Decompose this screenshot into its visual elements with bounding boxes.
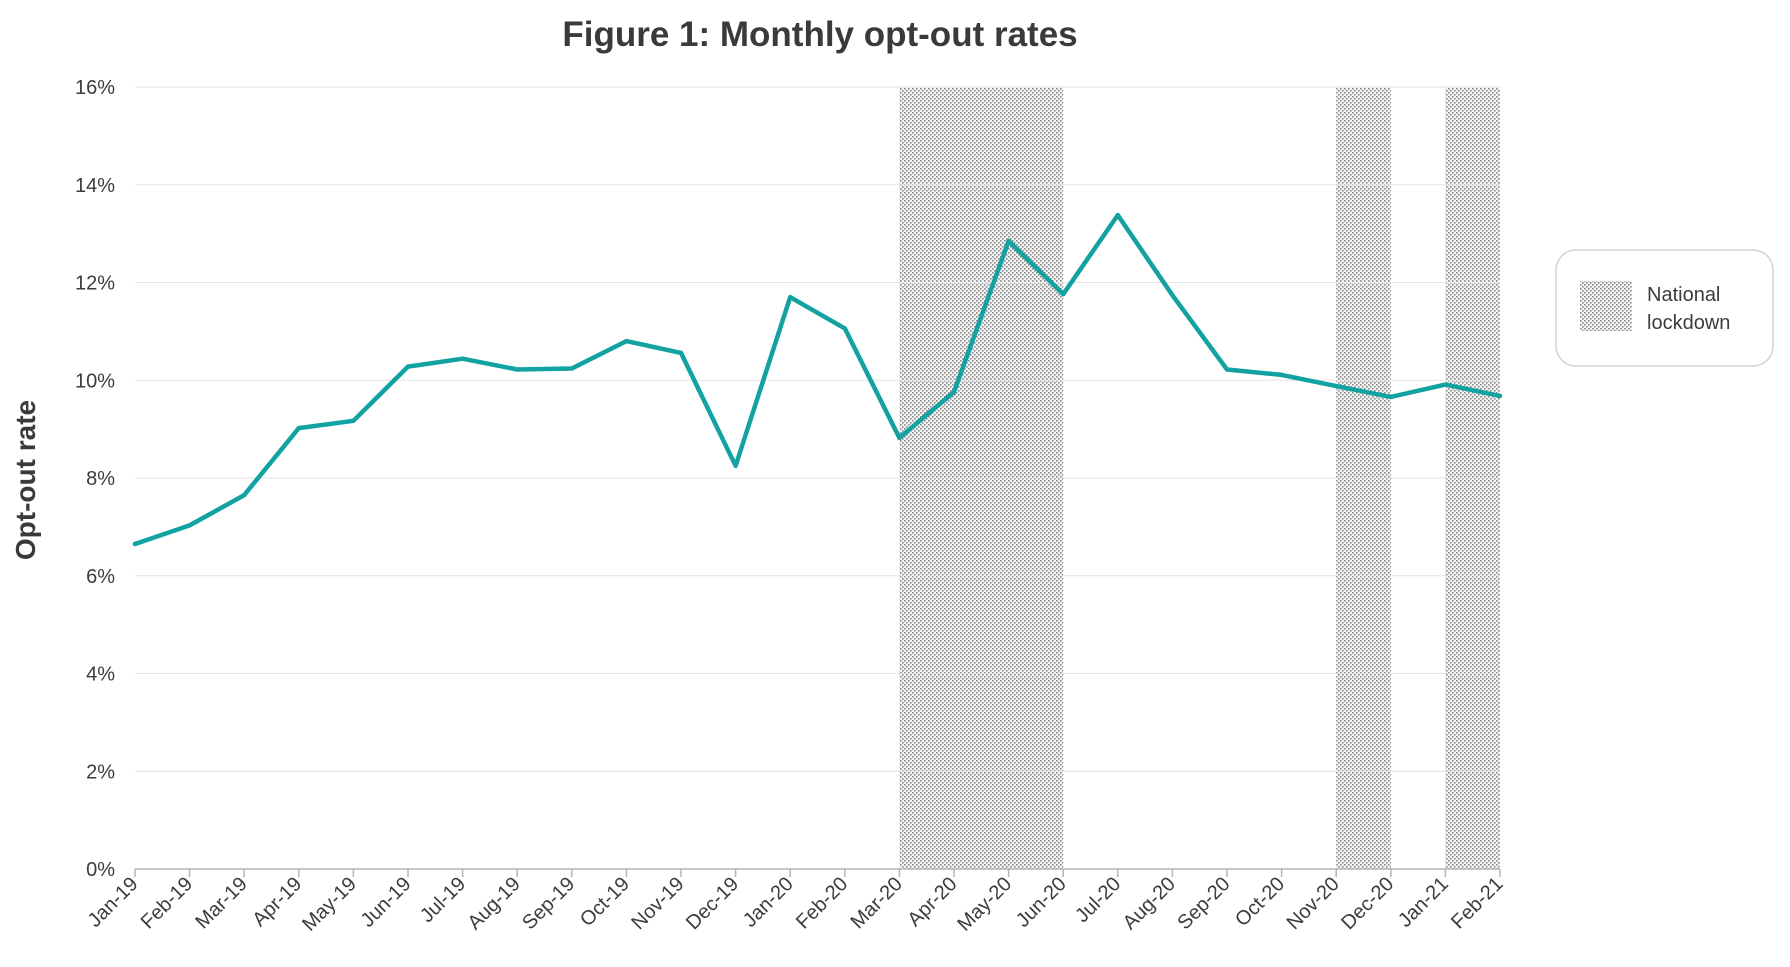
y-tick-label: 12% xyxy=(75,273,115,295)
x-tick-label: Nov-20 xyxy=(1283,873,1344,934)
x-tick-label: May-19 xyxy=(298,873,361,936)
data-point xyxy=(1061,292,1066,297)
data-point xyxy=(1115,212,1121,218)
x-tick-label: Sep-20 xyxy=(1173,873,1234,934)
x-tick-label: May-20 xyxy=(953,873,1016,936)
data-point xyxy=(1497,393,1503,399)
series-line-0 xyxy=(132,212,1503,547)
data-point xyxy=(842,326,847,331)
data-point xyxy=(678,350,684,356)
x-tick-label: Dec-19 xyxy=(682,873,743,934)
x-tick-label: Feb-20 xyxy=(792,873,852,933)
series xyxy=(132,212,1503,547)
data-point xyxy=(951,389,957,395)
chart-title: Figure 1: Monthly opt-out rates xyxy=(562,15,1077,54)
legend-box xyxy=(1555,249,1774,367)
x-tick-label: Apr-19 xyxy=(248,873,306,931)
data-point xyxy=(242,492,247,498)
x-tick-label: Sep-19 xyxy=(518,873,579,934)
x-tick-label: Jan-19 xyxy=(84,873,143,932)
x-tick-label: Jan-20 xyxy=(739,873,798,932)
x-tick-label: Aug-19 xyxy=(464,873,525,934)
y-tick-label: 16% xyxy=(75,77,115,99)
data-point xyxy=(132,541,138,547)
data-point xyxy=(460,356,465,361)
data-point xyxy=(1388,394,1394,400)
data-point xyxy=(1334,383,1339,389)
data-point xyxy=(1279,372,1284,378)
x-tick-label: Jul-19 xyxy=(416,873,470,927)
data-point xyxy=(405,364,411,369)
data-point xyxy=(897,435,902,441)
x-tick-label: Mar-19 xyxy=(191,873,251,933)
x-tick-label: Nov-19 xyxy=(627,873,688,934)
data-point xyxy=(351,418,356,424)
y-tick-label: 4% xyxy=(86,664,115,686)
data-point xyxy=(187,523,192,528)
legend-swatch-national-lockdown xyxy=(1580,281,1632,331)
y-axis-label: Opt-out rate xyxy=(10,400,41,560)
y-tick-label: 10% xyxy=(75,370,115,392)
y-tick-label: 8% xyxy=(86,468,115,490)
data-point xyxy=(788,294,793,300)
x-tick-label: Oct-19 xyxy=(576,873,634,931)
x-tick-label: Jun-19 xyxy=(357,873,416,932)
data-point xyxy=(733,463,738,468)
data-point xyxy=(624,338,629,344)
x-tick-label: Feb-19 xyxy=(137,873,197,933)
data-point xyxy=(1443,382,1448,387)
data-point xyxy=(1170,293,1175,298)
y-tick-label: 14% xyxy=(75,175,115,197)
x-tick-label: Mar-20 xyxy=(847,873,907,933)
x-tick-label: Jan-21 xyxy=(1394,873,1453,932)
y-tick-label: 0% xyxy=(86,859,115,881)
x-tick-label: Feb-21 xyxy=(1447,873,1507,933)
axes xyxy=(134,868,1501,877)
data-point xyxy=(569,366,574,371)
data-point xyxy=(1006,238,1011,244)
x-tick-label: Aug-20 xyxy=(1119,873,1180,934)
data-point xyxy=(1224,367,1230,372)
y-tick-label: 6% xyxy=(86,566,115,588)
legend: National lockdown xyxy=(1555,249,1774,367)
gridlines xyxy=(135,86,1500,772)
x-tick-label: Oct-20 xyxy=(1231,873,1289,931)
x-tick-label: Jun-20 xyxy=(1012,873,1071,932)
y-tick-label: 2% xyxy=(86,761,115,783)
legend-label-line2: lockdown xyxy=(1647,312,1730,334)
data-point xyxy=(296,425,301,431)
y-tick-labels: 0% 2% 4% 6% 8% 10% 12% 14% 16% xyxy=(75,77,115,881)
x-tick-label: Jul-20 xyxy=(1071,873,1125,927)
data-point xyxy=(515,367,520,372)
legend-label-line1: National xyxy=(1647,284,1720,306)
x-tick-label: Dec-20 xyxy=(1337,873,1398,934)
x-tick-label: Apr-20 xyxy=(904,873,962,931)
